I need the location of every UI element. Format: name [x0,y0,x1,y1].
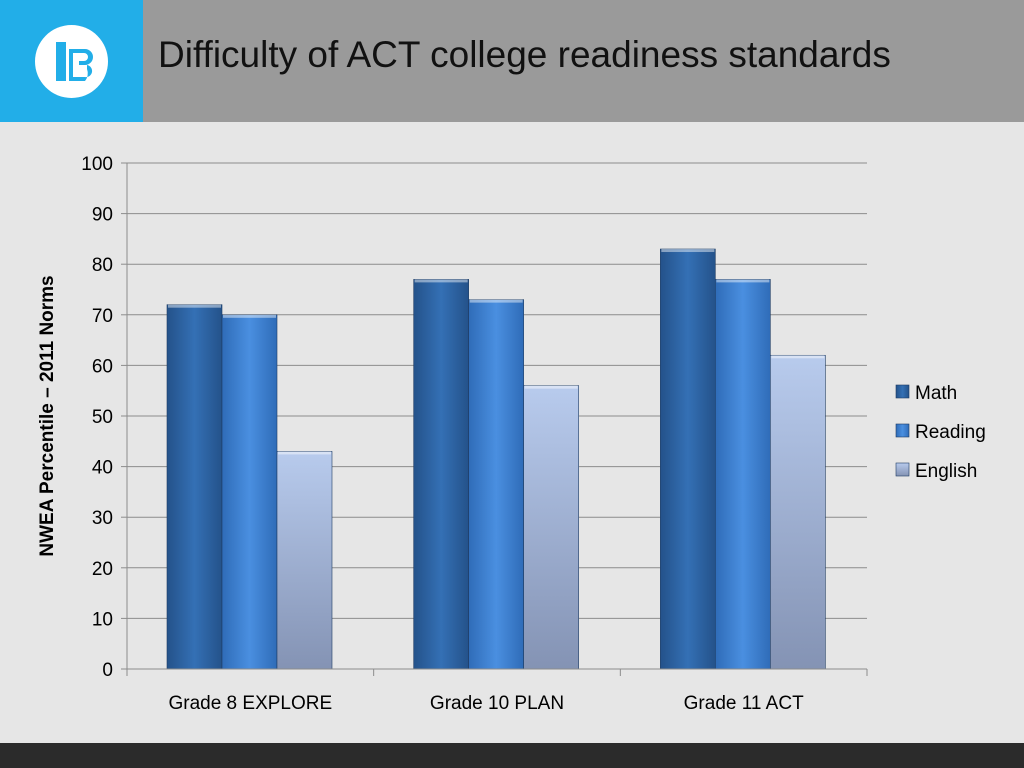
bar-highlight [771,355,825,359]
slide-header: Difficulty of ACT college readiness stan… [0,0,1024,122]
bar-highlight [168,304,221,308]
slide-footer [0,743,1024,768]
bar-reading-3 [715,279,771,670]
bar-highlight [223,314,276,318]
bar-english-3 [770,354,826,670]
bar-highlight [661,249,715,253]
legend-swatch-math [895,384,910,399]
bars [166,248,826,670]
slide-title: Difficulty of ACT college readiness stan… [158,34,891,75]
slide-content: 0 10 20 30 40 50 60 70 80 90 100 Grade 8 EXPLORE Gra… [0,122,1024,743]
bar-highlight [414,279,468,283]
logo [35,25,108,98]
legend-label-math: Math [915,383,957,404]
y-tick-label: 90 [92,205,113,226]
bar-highlight [716,279,770,283]
y-tick-label: 20 [92,559,113,580]
bar-chart: 0 10 20 30 40 50 60 70 80 90 100 Grade 8 EXPLORE Gra… [37,154,986,714]
x-tick-label: Grade 8 EXPLORE [168,693,332,714]
y-tick-label: 50 [92,407,113,428]
y-axis-label: NWEA Percentile – 2011 Norms [37,275,58,556]
bar-math-1 [166,304,223,670]
y-tick-label: 60 [92,356,113,377]
logo-mark-icon [56,42,93,81]
bar-math-3 [660,248,716,670]
legend-label-reading: Reading [915,422,986,443]
legend: Math Reading English [895,383,986,482]
bar-reading-1 [221,314,278,670]
x-tick-label: Grade 10 PLAN [430,693,564,714]
bar-math-2 [413,279,469,670]
bar-english-2 [523,385,579,670]
legend-swatch-reading [895,423,910,438]
y-tick-label: 80 [92,255,113,276]
y-tick-label: 30 [92,508,113,529]
bar-reading-2 [468,299,524,670]
bar-highlight [278,451,331,455]
y-tick-label: 70 [92,306,113,327]
legend-label-english: English [915,461,977,482]
bar-highlight [469,299,523,303]
y-tick-label: 0 [102,660,113,681]
y-tick-label: 40 [92,458,113,479]
bar-english-1 [276,451,333,670]
axes: 0 10 20 30 40 50 60 70 80 90 100 Grade 8 EXPLORE Gra… [37,154,868,714]
legend-swatch-english [895,462,910,477]
logo-box [0,0,143,122]
x-tick-label: Grade 11 ACT [684,693,804,714]
y-tick-label: 10 [92,609,113,630]
y-tick-label: 100 [81,154,113,175]
bar-highlight [524,385,578,389]
